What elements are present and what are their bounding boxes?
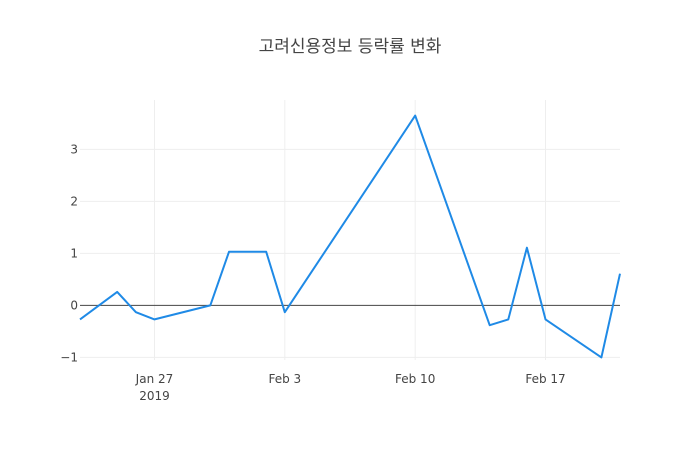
x-tick-label: Feb 10	[395, 372, 435, 386]
chart-title: 고려신용정보 등락률 변화	[258, 37, 442, 57]
x-tick-sublabel: 2019	[139, 389, 170, 403]
series-layer	[79, 114, 621, 359]
x-tick-label: Jan 27	[135, 372, 174, 386]
tick-labels: Jan 27 2019 Feb 3 Feb 10 Feb 17 −1 0 1 2 3	[60, 142, 565, 403]
y-tick-label: −1	[60, 350, 78, 364]
x-tick-label: Feb 17	[525, 372, 565, 386]
y-tick-label: 0	[70, 298, 78, 312]
y-tick-label: 1	[70, 246, 78, 260]
series-line	[79, 114, 621, 359]
grid	[80, 100, 620, 360]
y-tick-label: 2	[70, 194, 78, 208]
x-tick-label: Feb 3	[268, 372, 301, 386]
y-tick-label: 3	[70, 142, 78, 156]
